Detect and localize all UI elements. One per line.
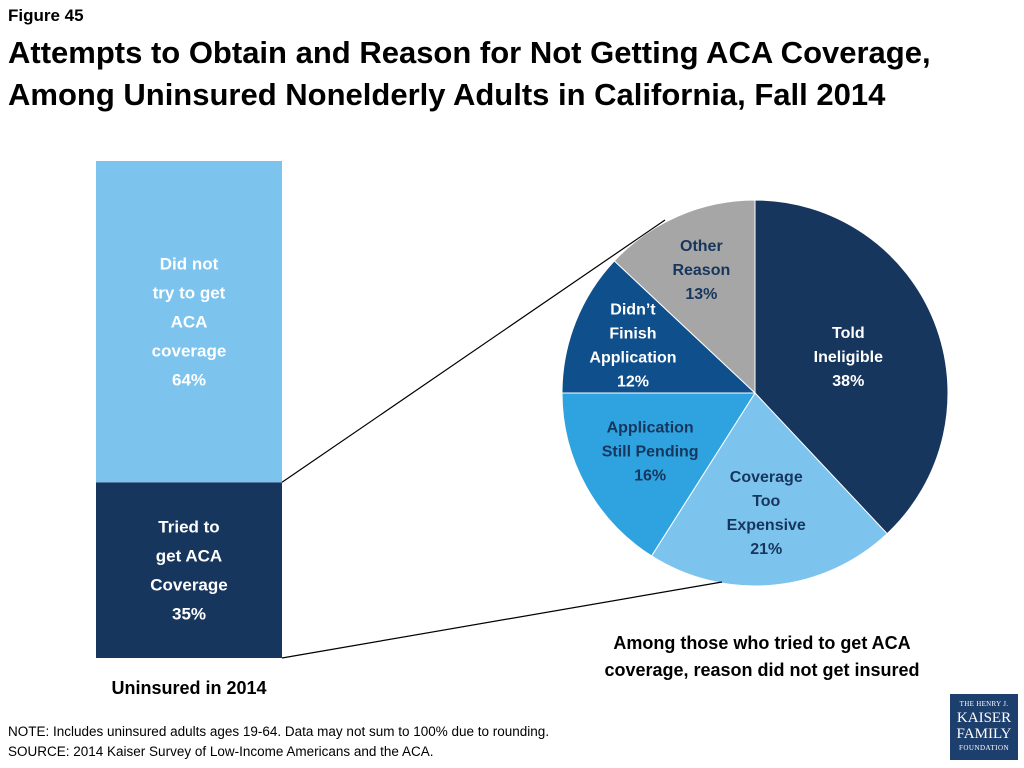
chart-title: Attempts to Obtain and Reason for Not Ge… <box>8 35 931 112</box>
pie-slice-label-4-line-1: Didn’t <box>610 302 656 319</box>
pie-caption-line-2: coverage, reason did not get insured <box>604 660 919 680</box>
bar-segment-label-1-line-1: Tried to <box>158 518 219 537</box>
pie-caption-line-1: Among those who tried to get ACA <box>613 633 910 653</box>
pie-slice-label-4-line-2: Finish <box>609 326 656 343</box>
logo-line-3: FAMILY <box>956 726 1012 742</box>
pie-slice-1 <box>754 199 949 535</box>
logo-line-4: FOUNDATION <box>958 744 1010 752</box>
pie-slice-label-2-line-2: Too <box>752 493 780 510</box>
pie-slice-label-2-line-3: Expensive <box>727 517 806 534</box>
bar-segment-label-2-line-2: try to get <box>153 284 226 303</box>
pie-slice-label-2-line-4: 21% <box>750 541 782 558</box>
pie-slice-label-2-line-1: Coverage <box>730 469 803 486</box>
bar-segment-label-2-line-5: 64% <box>172 371 206 390</box>
bar-segment-label-2-line-3: ACA <box>171 313 208 332</box>
note-text: NOTE: Includes uninsured adults ages 19-… <box>8 724 550 739</box>
pie-slice-label-5-line-2: Reason <box>672 262 730 279</box>
pie-slice-label-1-line-1: Told <box>832 325 865 342</box>
bar-segment-label-1-line-2: get ACA <box>156 547 222 566</box>
pie-slice-label-3-line-3: 16% <box>634 468 666 485</box>
pie-slice-3 <box>561 392 756 557</box>
bar-segment-label-2-line-1: Did not <box>160 255 219 274</box>
pie-slice-label-1-line-2: Ineligible <box>814 349 883 366</box>
notes: NOTE: Includes uninsured adults ages 19-… <box>8 722 549 762</box>
bar-segment-label-1-line-3: Coverage <box>150 576 227 595</box>
bar-axis-label: Uninsured in 2014 <box>111 678 266 698</box>
kff-logo: THE HENRY J. KAISER FAMILY FOUNDATION <box>950 694 1018 760</box>
bar-segment-label-2-line-4: coverage <box>152 342 227 361</box>
bar-segment-label-1-line-4: 35% <box>172 605 206 624</box>
pie-slice-2 <box>650 392 888 587</box>
logo-line-1: THE HENRY J. <box>959 700 1009 708</box>
pie-slice-label-4-line-3: Application <box>589 350 676 367</box>
bar-segment-1 <box>96 482 282 658</box>
pie-slice-4 <box>561 260 757 394</box>
bar-segment-2 <box>96 161 282 483</box>
figure-label: Figure 45 <box>8 6 84 25</box>
pie-slice-label-1-line-3: 38% <box>832 373 864 390</box>
pie-slice-5 <box>613 199 756 395</box>
connector-line-top <box>281 219 666 483</box>
source-text: SOURCE: 2014 Kaiser Survey of Low-Income… <box>8 744 434 759</box>
logo-line-2: KAISER <box>956 710 1012 726</box>
pie-slice-label-5-line-3: 13% <box>685 286 717 303</box>
pie-slice-label-4-line-4: 12% <box>617 374 649 391</box>
pie-slice-label-3-line-1: Application <box>607 420 694 437</box>
connector-line-bottom <box>281 581 723 659</box>
pie-slice-label-3-line-2: Still Pending <box>602 444 699 461</box>
pie-slice-label-5-line-1: Other <box>680 238 723 255</box>
